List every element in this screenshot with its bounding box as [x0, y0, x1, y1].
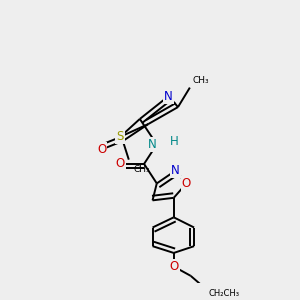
Text: N: N	[148, 138, 157, 151]
Text: O: O	[169, 260, 178, 273]
Text: N: N	[171, 164, 180, 177]
Text: CH₃: CH₃	[192, 76, 209, 85]
Text: O: O	[97, 143, 106, 156]
Text: H: H	[170, 135, 179, 148]
Text: S: S	[117, 130, 124, 143]
Text: CH₂CH₃: CH₂CH₃	[208, 290, 239, 298]
Text: O: O	[116, 158, 125, 170]
Text: O: O	[182, 177, 191, 190]
Text: CH₃: CH₃	[134, 165, 151, 174]
Text: N: N	[164, 90, 173, 103]
